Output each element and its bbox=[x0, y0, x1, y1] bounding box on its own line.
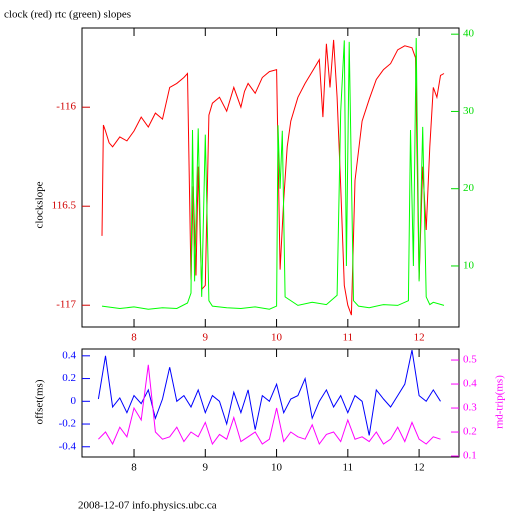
y2-tick-label: 0.3 bbox=[463, 402, 477, 414]
y2-tick-label: 10 bbox=[463, 259, 475, 271]
y2-tick-label: 40 bbox=[463, 28, 475, 40]
x-tick-label: 9 bbox=[203, 462, 209, 474]
y2-tick-label: 0.1 bbox=[463, 450, 477, 462]
plot-frame bbox=[81, 348, 460, 458]
data-line bbox=[101, 39, 445, 316]
y-axis-label: clockslope bbox=[34, 181, 46, 228]
y-tick-label: 0.4 bbox=[62, 349, 76, 361]
y-tick-label: 116.5 bbox=[52, 200, 77, 212]
y2-tick-label: 0.5 bbox=[463, 354, 477, 366]
y-tick-label: -117 bbox=[56, 299, 76, 311]
y-tick-label: -0.4 bbox=[59, 440, 77, 452]
x-tick-label: 12 bbox=[414, 332, 425, 344]
x-tick-label: 10 bbox=[271, 332, 283, 344]
y-tick-label: -0.2 bbox=[59, 418, 76, 430]
x-tick-label: 8 bbox=[131, 462, 137, 474]
plot-frame bbox=[81, 27, 460, 328]
x-tick-label: 12 bbox=[414, 462, 425, 474]
x-tick-label: 11 bbox=[343, 332, 354, 344]
chart-title: clock (red) rtc (green) slopes bbox=[4, 9, 131, 21]
x-tick-label: 9 bbox=[203, 332, 209, 344]
footer: 2008-12-07 info.physics.ubc.ca bbox=[78, 500, 217, 512]
data-line bbox=[97, 349, 441, 436]
y2-tick-label: 20 bbox=[463, 182, 475, 194]
y-tick-label: -116 bbox=[56, 101, 76, 113]
y-axis-label: offset(ms) bbox=[34, 379, 46, 424]
x-tick-label: 8 bbox=[131, 332, 137, 344]
y2-tick-label: 0.2 bbox=[463, 426, 477, 438]
y2-tick-label: 0.4 bbox=[463, 378, 477, 390]
y-tick-label: 0 bbox=[71, 395, 77, 407]
y2-axis-label: rnd-trip(ms) bbox=[494, 375, 506, 429]
data-line bbox=[98, 364, 441, 446]
y-tick-label: 0.2 bbox=[62, 372, 76, 384]
x-tick-label: 11 bbox=[343, 462, 354, 474]
y2-tick-label: 30 bbox=[463, 105, 475, 117]
data-line bbox=[101, 37, 445, 310]
x-tick-label: 10 bbox=[271, 462, 283, 474]
